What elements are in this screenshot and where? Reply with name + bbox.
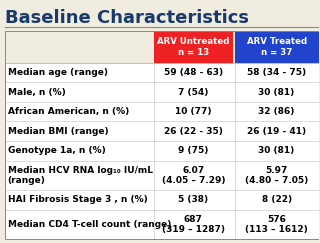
Text: 59 (48 - 63): 59 (48 - 63)	[164, 68, 223, 77]
Text: 26 (22 - 35): 26 (22 - 35)	[164, 127, 223, 136]
Text: 5 (38): 5 (38)	[178, 195, 208, 204]
Text: HAI Fibrosis Stage 3 , n (%): HAI Fibrosis Stage 3 , n (%)	[8, 195, 148, 204]
FancyBboxPatch shape	[154, 31, 233, 63]
Text: 58 (34 - 75): 58 (34 - 75)	[247, 68, 306, 77]
Text: 7 (54): 7 (54)	[178, 87, 209, 96]
FancyBboxPatch shape	[235, 31, 319, 63]
Text: Genotype 1a, n (%): Genotype 1a, n (%)	[8, 147, 106, 156]
Text: 8 (22): 8 (22)	[261, 195, 292, 204]
Text: Median BMI (range): Median BMI (range)	[8, 127, 108, 136]
Text: 10 (77): 10 (77)	[175, 107, 212, 116]
Text: 687
(319 – 1287): 687 (319 – 1287)	[162, 215, 225, 234]
Text: 30 (81): 30 (81)	[259, 147, 295, 156]
Text: Baseline Characteristics: Baseline Characteristics	[4, 9, 249, 26]
Text: 576
(113 – 1612): 576 (113 – 1612)	[245, 215, 308, 234]
Text: Median CD4 T-cell count (range): Median CD4 T-cell count (range)	[8, 220, 171, 229]
Text: 5.97
(4.80 – 7.05): 5.97 (4.80 – 7.05)	[245, 166, 308, 185]
Text: Median age (range): Median age (range)	[8, 68, 108, 77]
Text: 30 (81): 30 (81)	[259, 87, 295, 96]
Text: 9 (75): 9 (75)	[178, 147, 209, 156]
Text: 32 (86): 32 (86)	[258, 107, 295, 116]
Text: ARV Untreated
n = 13: ARV Untreated n = 13	[157, 37, 229, 57]
Text: African American, n (%): African American, n (%)	[8, 107, 129, 116]
Text: Median HCV RNA log₁₀ IU/mL
(range): Median HCV RNA log₁₀ IU/mL (range)	[8, 166, 153, 185]
Text: ARV Treated
n = 37: ARV Treated n = 37	[246, 37, 307, 57]
FancyBboxPatch shape	[4, 63, 319, 239]
Text: 6.07
(4.05 – 7.29): 6.07 (4.05 – 7.29)	[162, 166, 225, 185]
Text: Male, n (%): Male, n (%)	[8, 87, 66, 96]
Text: 26 (19 - 41): 26 (19 - 41)	[247, 127, 306, 136]
